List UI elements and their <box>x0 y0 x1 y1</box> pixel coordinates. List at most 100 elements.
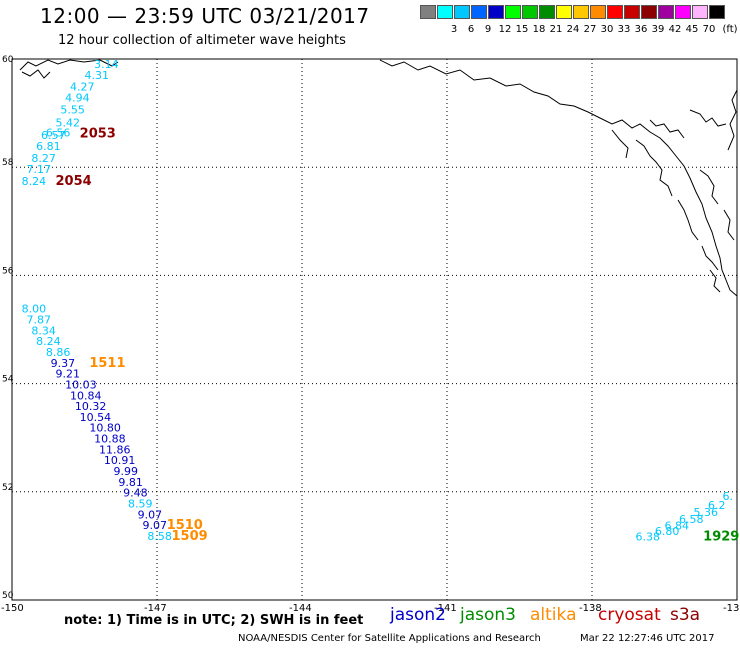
pass-time-label: 1510 <box>167 518 203 533</box>
lon-label: -138 <box>579 603 602 614</box>
wave-height-label: 7.87 <box>27 314 52 327</box>
wave-height-label: 6.2 <box>708 499 726 512</box>
wave-height-label: 10.91 <box>104 454 136 467</box>
pass-time-label: 1929 <box>703 529 739 544</box>
wave-height-label: 5.42 <box>56 117 81 130</box>
map-subtitle: 12 hour collection of altimeter wave hei… <box>58 33 346 48</box>
legend-label: 21 <box>549 24 563 35</box>
wave-height-label: 6.80 <box>655 525 680 538</box>
legend-swatch <box>590 5 606 19</box>
wave-height-label: 8.27 <box>31 152 56 165</box>
wave-height-label: 3.14 <box>94 58 119 71</box>
legend-label: 27 <box>583 24 597 35</box>
footer-note: note: 1) Time is in UTC; 2) SWH is in fe… <box>64 613 364 628</box>
map-frame <box>11 58 738 601</box>
legend-swatch <box>624 5 640 19</box>
wave-height-label: 6.38 <box>636 530 661 543</box>
legend-swatch <box>573 5 589 19</box>
wave-height-label: 9.21 <box>56 368 81 381</box>
lat-label: 52 <box>2 483 13 493</box>
satellite-name: cryosat <box>598 605 661 625</box>
legend-swatch <box>471 5 487 19</box>
lat-lon-grid <box>12 59 737 600</box>
satellite-name: altika <box>530 605 577 625</box>
legend-label: 24 <box>566 24 580 35</box>
coastline-segment <box>19 59 119 71</box>
lat-label: 54 <box>2 375 14 385</box>
wave-height-label: 6.57 <box>41 129 66 142</box>
legend-label: 3 <box>450 24 458 35</box>
satellite-name: s3a <box>670 605 701 625</box>
legend-label: 18 <box>532 24 546 35</box>
legend-swatch <box>641 5 657 19</box>
legend-label: 42 <box>668 24 682 35</box>
coastline-segment <box>701 245 719 271</box>
wave-height-label: 8.58 <box>147 530 172 543</box>
timestamp: Mar 22 12:27:46 UTC 2017 <box>580 633 715 644</box>
legend-label: 36 <box>634 24 648 35</box>
coastline-segment <box>689 109 727 127</box>
lat-label: 56 <box>2 266 14 276</box>
legend-swatch <box>556 5 572 19</box>
legend-label: 45 <box>685 24 699 35</box>
map-title: 12:00 — 23:59 UTC 03/21/2017 <box>40 4 370 28</box>
legend-swatch <box>658 5 674 19</box>
credit-line: NOAA/NESDIS Center for Satellite Applica… <box>238 633 541 644</box>
pass-time-label: 2053 <box>80 126 116 141</box>
legend-swatch <box>709 5 725 19</box>
lon-label: -147 <box>144 603 167 614</box>
legend-swatch <box>437 5 453 19</box>
wave-height-label: 10.84 <box>70 389 102 402</box>
coastline-segment <box>699 169 719 205</box>
wave-height-label: 4.27 <box>70 80 95 93</box>
lat-label: 60 <box>2 55 14 65</box>
wave-height-label: 10.54 <box>80 411 112 424</box>
wave-height-label: 6. <box>723 490 734 503</box>
wave-height-label: 9.99 <box>114 465 139 478</box>
legend-swatch <box>488 5 504 19</box>
legend-swatch <box>522 5 538 19</box>
wave-height-label: 11.86 <box>99 443 131 456</box>
wave-height-label: 8.24 <box>22 175 46 188</box>
lat-label: 58 <box>2 158 14 168</box>
wave-height-label: 6.84 <box>665 520 690 533</box>
wave-height-label: 9.07 <box>143 519 168 532</box>
coastline-segment <box>723 209 735 241</box>
legend-label: 33 <box>617 24 631 35</box>
wave-height-label: 4.31 <box>85 69 110 82</box>
legend-swatch <box>675 5 691 19</box>
wave-height-label: 6.58 <box>679 513 704 526</box>
legend-swatch <box>505 5 521 19</box>
legend-label: 30 <box>600 24 614 35</box>
legend-label: 39 <box>651 24 665 35</box>
legend-swatch <box>420 5 436 19</box>
wave-height-label: 9.81 <box>118 476 143 489</box>
axis-labels: 60 58 56 54 52 50 -150 -147 -144 -141 -138 -13 <box>1 55 739 614</box>
lon-label: -144 <box>289 603 312 614</box>
satellite-name: jason2 <box>390 605 446 625</box>
wave-height-label: 9.48 <box>123 487 147 500</box>
pass-time-label: 1511 <box>89 356 125 371</box>
lon-label: -13 <box>723 603 739 614</box>
wave-height-label: 8.24 <box>36 335 61 348</box>
wave-height-label: 8.86 <box>46 346 70 359</box>
legend-swatch <box>607 5 623 19</box>
wave-height-label: 4.94 <box>65 92 90 105</box>
wave-height-label: 5.55 <box>60 104 84 117</box>
lat-label: 50 <box>2 591 14 601</box>
wave-height-label: 10.32 <box>75 400 107 413</box>
pass-time-label: 2054 <box>56 174 92 189</box>
lon-label: -150 <box>1 603 24 614</box>
wave-height-label: 10.80 <box>89 422 121 435</box>
coastline-segment <box>649 119 685 139</box>
legend-label: 12 <box>498 24 512 35</box>
wave-height-label: 6.81 <box>36 140 61 153</box>
wave-height-label: 9.37 <box>51 357 76 370</box>
legend-unit: (ft) <box>722 24 738 35</box>
coastline-segment <box>709 269 721 293</box>
wave-height-label: 10.88 <box>94 433 126 446</box>
coastline-segment <box>635 139 673 197</box>
wave-height-label: 9.07 <box>138 508 163 521</box>
coastline-segment <box>21 69 51 79</box>
